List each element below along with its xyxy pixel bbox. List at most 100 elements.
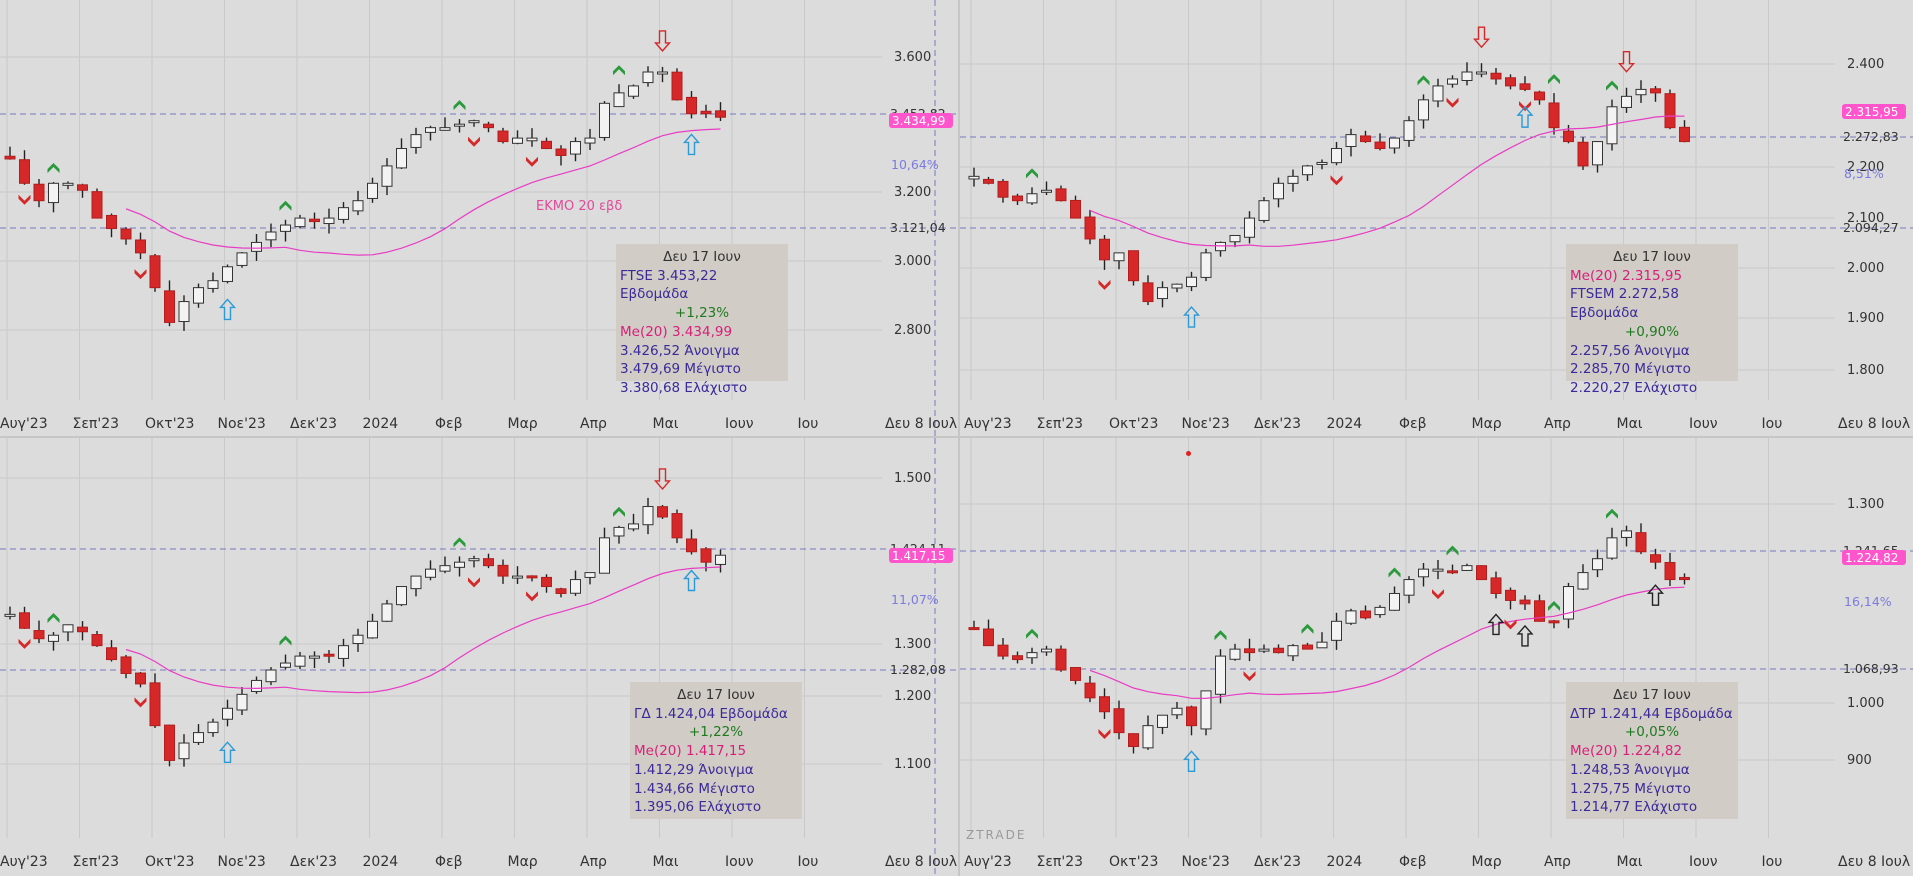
info-high: 1.434,66 Μέγιστο [634, 780, 755, 797]
ftse-candlestick-chart[interactable]: 3.6003.2003.0002.8003.452,823.121,0410,6… [0, 0, 958, 436]
candle-body [968, 627, 980, 631]
x-tick-label: Φεβ [1399, 416, 1427, 432]
candle-body [4, 613, 16, 617]
watermark: ZTRADE [966, 828, 1027, 842]
info-low: 1.214,77 Ελάχιστο [1570, 799, 1698, 816]
candle-body [367, 620, 378, 639]
candle-body [207, 721, 219, 734]
candle-body [512, 137, 523, 144]
candle-body [715, 110, 726, 118]
info-date: Δευ 17 Ιουν [663, 249, 741, 265]
x-axis-end-label: Δευ 8 Ιουλ [1838, 416, 1910, 432]
candle-body [1229, 648, 1241, 660]
x-tick-label: Μαι [653, 416, 679, 432]
candle-body [1099, 696, 1110, 713]
candle-body [280, 224, 291, 232]
candle-body [657, 506, 668, 518]
y-tick-label: 1.200 [894, 689, 931, 704]
candle-body [1389, 137, 1400, 149]
candle-body [1664, 562, 1676, 581]
x-tick-label: Μαρ [1472, 854, 1502, 870]
arrow-up-icon [218, 298, 237, 321]
y-tick-label: 1.000 [1847, 696, 1884, 711]
candle-body [1026, 652, 1038, 659]
x-tick-label: Αυγ'23 [0, 416, 48, 432]
bullish-chevron-icon [1446, 545, 1459, 556]
arrow-up-icon [1646, 584, 1665, 606]
candle-body [1200, 690, 1212, 730]
bullish-chevron-icon [1417, 75, 1430, 86]
candle-body [983, 628, 994, 647]
grid [0, 0, 882, 400]
y-tick-label: 2.000 [1847, 261, 1884, 276]
candle-body [468, 120, 480, 124]
candle-body [439, 565, 451, 572]
candle-body [106, 647, 117, 661]
bearish-chevron-icon [1098, 279, 1111, 290]
bullish-chevron-icon [1214, 630, 1227, 641]
candle-body [280, 662, 291, 668]
candle-body [425, 568, 436, 578]
candle-body [294, 655, 306, 667]
range-percent-label: 16,14% [1844, 594, 1892, 609]
y-axis: 3.600 3.200 3.000 2.800 [894, 50, 931, 338]
candle-body [149, 255, 161, 289]
candle-body [1548, 620, 1560, 624]
candle-body [251, 241, 262, 252]
grid [960, 0, 1835, 400]
x-tick-label: Αυγ'23 [0, 854, 48, 870]
gd-candlestick-chart[interactable]: 1.5001.3001.2001.1001.424,111.282,0811,0… [0, 438, 958, 876]
ftsem-candlestick-chart[interactable]: 2.4002.2002.1002.0001.9001.8002.272,832.… [960, 0, 1913, 436]
info-change: +0,05% [1624, 724, 1680, 741]
chart-panel-ftse[interactable]: 3.6003.2003.0002.8003.452,823.121,0410,6… [0, 0, 958, 436]
bearish-chevron-icon [468, 136, 480, 147]
info-open: 1.248,53 Άνοιγμα [1570, 761, 1690, 778]
x-axis: Αυγ'23 Σεπ'23 Οκτ'23 Νοε'23 Δεκ'23 2024 Φεβ Μαρ… [964, 854, 1782, 870]
candle-body [454, 123, 465, 127]
candle-body [135, 672, 146, 685]
x-tick-label: Ιου [798, 854, 819, 870]
y-tick-label: 2.800 [894, 323, 931, 338]
candle-body [1461, 71, 1473, 81]
bullish-chevron-icon [1388, 567, 1401, 578]
candle-body [1505, 77, 1516, 87]
chart-panel-gd[interactable]: 1.5001.3001.2001.1001.424,111.282,0811,0… [0, 438, 958, 876]
reference-lower-label: 1.282,08 [890, 662, 946, 677]
info-high: 2.285,70 Μέγιστο [1570, 361, 1691, 378]
y-axis: 2.400 2.200 2.100 2.000 1.900 1.800 [1847, 57, 1884, 378]
bullish-chevron-icon [453, 537, 466, 548]
moving-average-line [1089, 115, 1685, 247]
candle-body [1331, 620, 1342, 641]
candle-body [1258, 648, 1270, 652]
bearish-chevron-icon [526, 156, 538, 167]
candle-body [1505, 589, 1516, 601]
y-tick-label: 3.000 [894, 254, 931, 269]
candle-body [1055, 648, 1067, 671]
candle-body [570, 141, 581, 155]
bullish-chevron-icon [1606, 508, 1618, 519]
candle-body [1577, 141, 1589, 167]
bullish-chevron-icon [613, 65, 625, 76]
chart-panel-dtp[interactable]: 1.3001.0009001.241,651.068,9316,14%1.224… [960, 438, 1913, 876]
chart-panel-ftsem[interactable]: 2.400 2.200 2.100 2.000 1.900 1.800 2.272,83 2.… [960, 0, 1913, 436]
candle-body [1490, 72, 1502, 80]
dtp-candlestick-chart[interactable]: 1.3001.0009001.241,651.068,9316,14%1.224… [960, 438, 1913, 876]
arrow-down-icon [653, 468, 672, 491]
candle-body [1432, 568, 1444, 572]
x-tick-label: Σεπ'23 [73, 416, 120, 432]
candle-body [555, 588, 567, 594]
candle-body [1592, 141, 1603, 166]
y-tick-label: 1.300 [894, 637, 931, 652]
arrow-up-icon [1516, 624, 1534, 647]
info-high: 1.275,75 Μέγιστο [1570, 780, 1691, 797]
candle-body [1418, 99, 1429, 121]
bearish-chevron-icon [1098, 728, 1111, 739]
info-box-ftse: Δευ 17 Ιουν FTSE 3.453,22 Εβδομάδα +1,23… [616, 244, 788, 396]
candle-body [222, 266, 233, 282]
moving-average-line [1089, 586, 1685, 700]
info-date: Δευ 17 Ιουν [1613, 687, 1691, 703]
candle-body [1360, 135, 1371, 143]
bearish-chevron-icon [134, 269, 147, 280]
candle-body [686, 538, 697, 553]
bullish-chevron-icon [1548, 600, 1560, 611]
